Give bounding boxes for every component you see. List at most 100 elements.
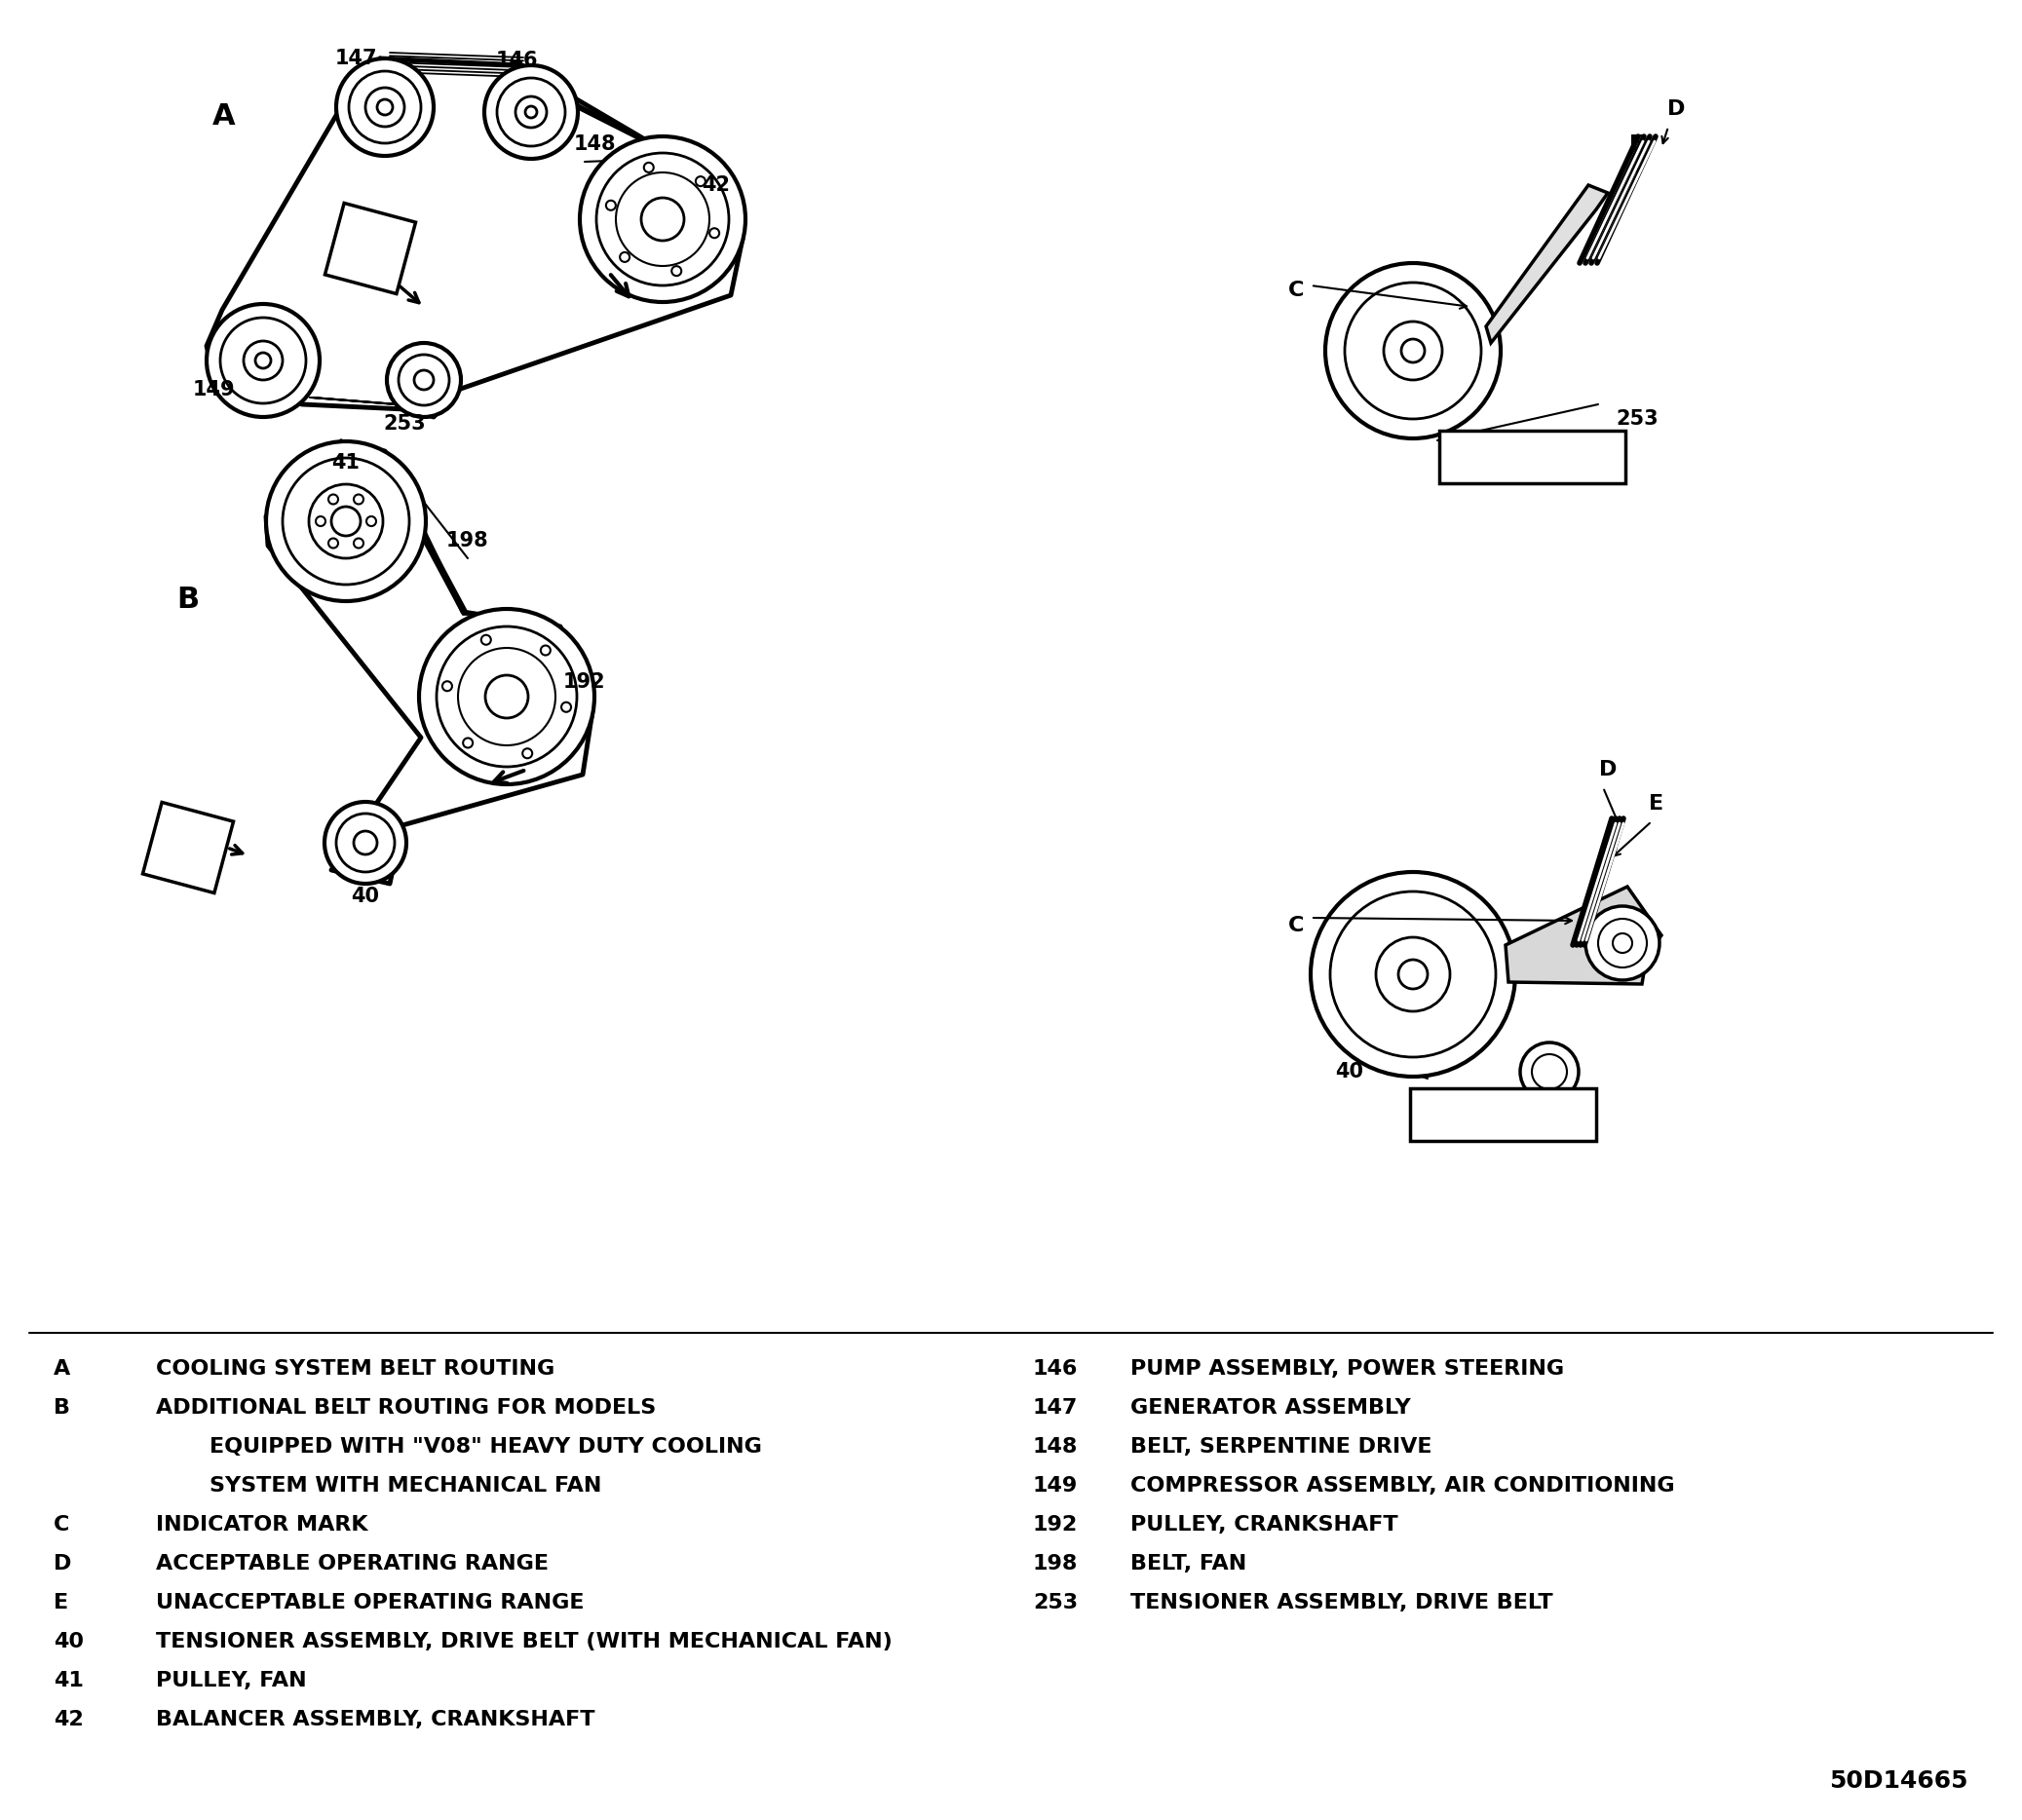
Circle shape [1597,919,1646,968]
Circle shape [459,648,556,746]
Text: 40: 40 [1335,1063,1363,1081]
Circle shape [562,703,570,712]
Circle shape [336,58,433,157]
Circle shape [463,739,473,748]
Text: GENERATOR ASSEMBLY: GENERATOR ASSEMBLY [1130,1398,1411,1418]
Text: 149: 149 [1033,1476,1078,1496]
Text: EQUIPPED WITH "V08" HEAVY DUTY COOLING: EQUIPPED WITH "V08" HEAVY DUTY COOLING [210,1438,762,1456]
Circle shape [309,484,382,559]
Text: 148: 148 [1033,1438,1078,1456]
Text: 253: 253 [1033,1592,1078,1613]
Text: B: B [178,835,198,859]
Circle shape [1345,282,1482,419]
Circle shape [516,96,546,127]
Circle shape [315,517,326,526]
Text: 198: 198 [1033,1554,1078,1574]
Circle shape [485,675,528,719]
Text: SYSTEM WITH MECHANICAL FAN: SYSTEM WITH MECHANICAL FAN [210,1476,603,1496]
Text: TENSIONER ASSEMBLY, DRIVE BELT: TENSIONER ASSEMBLY, DRIVE BELT [1130,1592,1553,1613]
Text: 146: 146 [1033,1360,1078,1378]
Circle shape [354,539,364,548]
Polygon shape [144,803,233,894]
Text: 253: 253 [1616,410,1658,430]
Circle shape [267,442,427,601]
Circle shape [354,495,364,504]
Text: BELT, FAN: BELT, FAN [1130,1554,1248,1574]
Circle shape [437,626,576,766]
Circle shape [1401,339,1426,362]
Text: D: D [1666,100,1684,118]
Text: D: D [1599,761,1618,779]
Text: 42: 42 [55,1711,83,1729]
Text: 40: 40 [55,1633,83,1651]
Polygon shape [326,204,417,293]
Text: 147: 147 [334,49,376,67]
Circle shape [366,517,376,526]
Text: 40: 40 [352,886,380,906]
Circle shape [481,635,491,644]
Text: TENSIONER ASSEMBLY, DRIVE BELT (WITH MECHANICAL FAN): TENSIONER ASSEMBLY, DRIVE BELT (WITH MEC… [156,1633,892,1651]
Circle shape [1399,959,1428,988]
Circle shape [336,814,394,872]
Text: 192: 192 [1033,1514,1078,1534]
Circle shape [255,353,271,368]
Text: D: D [55,1554,71,1574]
Circle shape [607,200,617,211]
Text: 41: 41 [332,453,360,473]
Text: PULLEY, FAN: PULLEY, FAN [156,1671,307,1691]
Circle shape [596,153,728,286]
Circle shape [621,253,629,262]
Circle shape [643,162,653,173]
Text: 149: 149 [194,380,237,399]
Circle shape [1324,264,1500,439]
Text: PULLEY, CRANKSHAFT: PULLEY, CRANKSHAFT [1130,1514,1397,1534]
Text: C: C [55,1514,69,1534]
Circle shape [283,459,408,584]
Circle shape [710,228,720,238]
Circle shape [419,610,594,784]
Text: A: A [212,102,237,131]
Circle shape [386,342,461,417]
Circle shape [1533,1054,1567,1090]
Circle shape [497,78,566,146]
Circle shape [398,355,449,406]
Text: B: B [55,1398,71,1418]
Text: ACCEPTABLE OPERATING RANGE: ACCEPTABLE OPERATING RANGE [156,1554,548,1574]
Text: 148: 148 [572,135,615,155]
Circle shape [415,369,433,389]
Text: UNACCEPTABLE OPERATING RANGE: UNACCEPTABLE OPERATING RANGE [156,1592,584,1613]
Circle shape [1614,934,1632,954]
Circle shape [206,304,319,417]
Text: A: A [55,1360,71,1378]
Polygon shape [1486,186,1607,342]
Text: VIEW B: VIEW B [1460,1105,1547,1125]
Text: 192: 192 [564,672,607,692]
Text: PUMP ASSEMBLY, POWER STEERING: PUMP ASSEMBLY, POWER STEERING [1130,1360,1565,1378]
Text: 50D14665: 50D14665 [1830,1769,1967,1793]
Text: E: E [55,1592,69,1613]
Circle shape [354,832,378,854]
Text: BELT, SERPENTINE DRIVE: BELT, SERPENTINE DRIVE [1130,1438,1432,1456]
Text: E: E [1630,135,1644,155]
Text: COOLING SYSTEM BELT ROUTING: COOLING SYSTEM BELT ROUTING [156,1360,554,1378]
Circle shape [1310,872,1514,1077]
Circle shape [328,539,338,548]
Circle shape [641,198,683,240]
FancyBboxPatch shape [1409,1088,1595,1141]
Text: ADDITIONAL BELT ROUTING FOR MODELS: ADDITIONAL BELT ROUTING FOR MODELS [156,1398,655,1418]
Circle shape [243,340,283,380]
Circle shape [350,71,421,144]
Text: 146: 146 [495,51,538,71]
Text: E: E [1650,794,1664,814]
Circle shape [526,106,538,118]
Text: C: C [1288,280,1304,300]
Text: 198: 198 [447,531,489,550]
Text: B: B [176,584,200,613]
Text: 41: 41 [55,1671,83,1691]
Text: 253: 253 [382,415,427,433]
Text: A: A [360,237,380,260]
Circle shape [580,136,746,302]
Circle shape [443,681,453,692]
Polygon shape [1506,886,1662,985]
Circle shape [617,173,710,266]
